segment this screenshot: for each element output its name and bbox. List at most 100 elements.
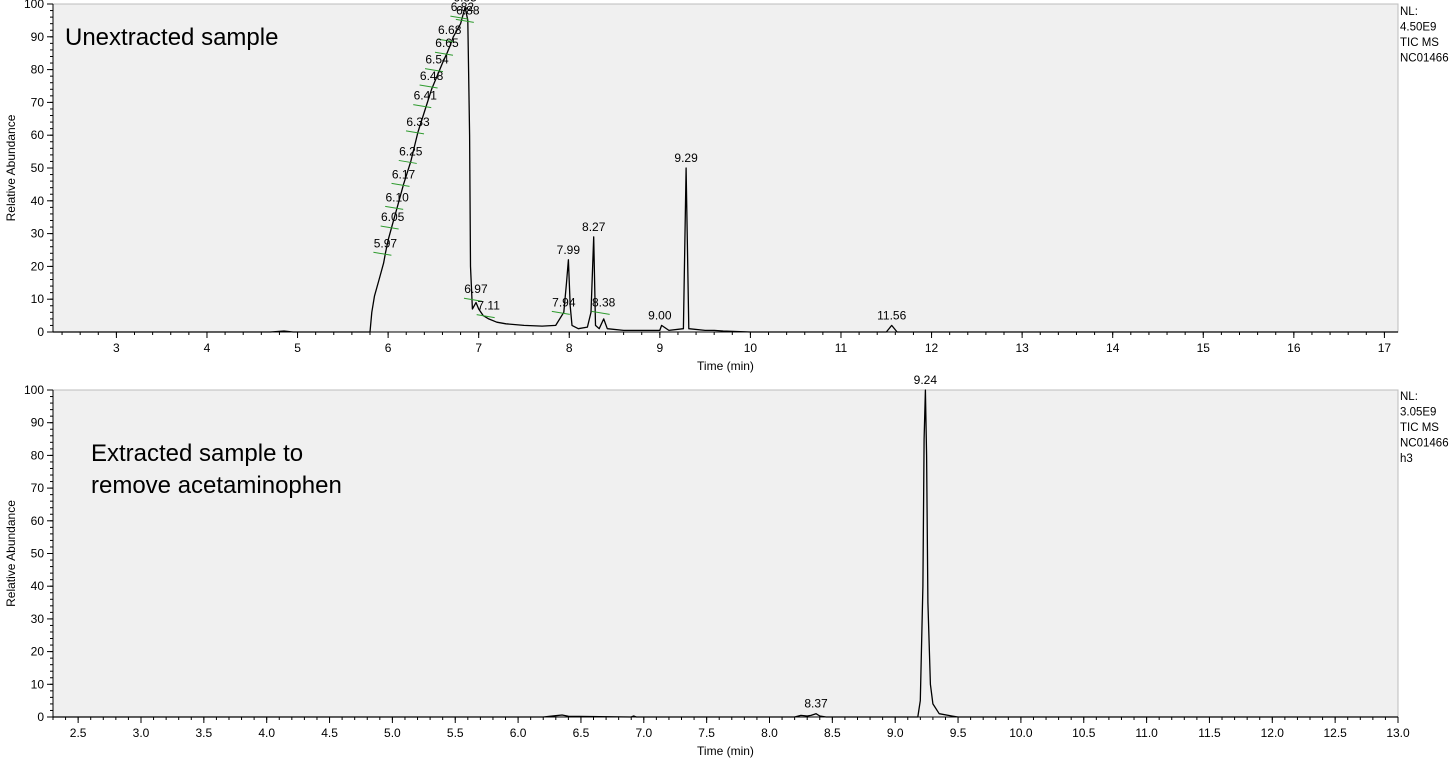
x-tick-label: 3 — [113, 341, 120, 355]
peak-label: 6.05 — [381, 210, 405, 224]
x-tick-label: 6 — [385, 341, 392, 355]
x-tick-label: 4.5 — [321, 726, 338, 740]
chromatogram-unextracted: 3 4 5 6 7 8 9 10 11 12 13 14 15 16 17 0 10 20 30 40 50 60 70 80… — [4, 0, 1449, 373]
x-tick-label: 7.0 — [635, 726, 652, 740]
x-tick-label: 13.0 — [1386, 726, 1410, 740]
x-tick-label: 6.0 — [510, 726, 527, 740]
y-tick-label: 90 — [31, 416, 45, 430]
peak-label: 8.37 — [804, 697, 828, 711]
peak-marker — [551, 310, 570, 315]
normalization-info: NC01466 — [1400, 53, 1449, 65]
y-axis-title: Relative Abundance — [4, 500, 18, 607]
x-tick-label: 11 — [835, 341, 848, 355]
peak-label: 11.56 — [877, 308, 906, 322]
normalization-info: NC01466 — [1400, 438, 1449, 450]
peak-marker — [463, 297, 483, 302]
y-tick-label: 60 — [31, 514, 45, 528]
y-tick-label: 50 — [31, 161, 45, 175]
peak-label: 6.85 — [453, 0, 477, 4]
peak-label: 7.11 — [477, 299, 500, 313]
x-tick-label: 11.5 — [1198, 726, 1221, 740]
x-tick-label: 12.5 — [1323, 726, 1347, 740]
peak-label: 6.48 — [420, 69, 444, 83]
x-tick-label: 3.5 — [195, 726, 212, 740]
peak-marker — [405, 130, 425, 135]
y-tick-label: 10 — [31, 292, 45, 306]
x-tick-label: 8.0 — [761, 726, 778, 740]
y-tick-label: 70 — [31, 95, 45, 109]
normalization-info: TIC MS — [1400, 422, 1439, 434]
y-tick-label: 80 — [31, 63, 45, 77]
peak-label: 5.97 — [374, 236, 398, 250]
x-tick-label: 12 — [925, 341, 939, 355]
peak-marker — [380, 225, 399, 230]
peak-marker — [373, 251, 392, 256]
x-tick-label: 5.5 — [447, 726, 464, 740]
peak-marker — [424, 68, 444, 73]
y-tick-label: 80 — [31, 448, 45, 462]
normalization-info: 3.05E9 — [1400, 407, 1436, 419]
sample-label: Unextracted sample — [65, 24, 278, 51]
peak-label: 6.10 — [385, 190, 409, 204]
x-tick-label: 10.0 — [1009, 726, 1033, 740]
x-tick-label: 6.5 — [573, 726, 590, 740]
peak-label: 9.00 — [648, 308, 672, 322]
x-tick-label: 7 — [475, 341, 482, 355]
normalization-info: NL: — [1400, 6, 1418, 18]
y-tick-label: 20 — [31, 645, 45, 659]
peak-marker — [419, 84, 438, 89]
x-tick-label: 13 — [1015, 341, 1029, 355]
y-tick-label: 10 — [31, 677, 45, 691]
x-tick-label: 17 — [1378, 341, 1392, 355]
normalization-info: TIC MS — [1400, 37, 1439, 49]
y-tick-label: 40 — [31, 579, 45, 593]
peak-marker — [434, 51, 454, 56]
y-tick-label: 20 — [31, 259, 45, 273]
peak-marker — [391, 182, 410, 187]
x-tick-label: 10.5 — [1072, 726, 1096, 740]
y-axis-title: Relative Abundance — [4, 114, 18, 221]
x-tick-label: 9 — [656, 341, 663, 355]
peak-label: 6.41 — [414, 89, 438, 103]
x-axis-title: Time (min) — [697, 744, 754, 758]
x-tick-label: 16 — [1287, 341, 1301, 355]
peak-label: 6.33 — [406, 115, 430, 129]
peak-label: 6.54 — [425, 53, 449, 67]
y-tick-label: 30 — [31, 227, 45, 241]
x-tick-label: 9.0 — [887, 726, 904, 740]
x-tick-label: 7.5 — [698, 726, 715, 740]
sample-label: remove acetaminophen — [91, 472, 342, 499]
peak-marker — [413, 104, 432, 109]
peak-marker — [450, 15, 469, 20]
peak-marker — [591, 310, 610, 315]
peak-marker — [437, 38, 456, 43]
x-tick-label: 8.5 — [824, 726, 841, 740]
y-tick-label: 90 — [31, 30, 45, 44]
normalization-info: h3 — [1400, 453, 1413, 465]
peak-label: 8.27 — [582, 220, 606, 234]
y-tick-label: 60 — [31, 128, 45, 142]
x-tick-label: 9.5 — [950, 726, 967, 740]
peak-label: 7.94 — [552, 295, 576, 309]
y-tick-label: 70 — [31, 481, 45, 495]
peak-label: 9.24 — [914, 373, 938, 387]
x-axis-title: Time (min) — [697, 359, 754, 373]
x-tick-label: 15 — [1197, 341, 1211, 355]
x-tick-label: 14 — [1106, 341, 1120, 355]
plot-area — [52, 389, 1399, 718]
x-tick-label: 12.0 — [1261, 726, 1285, 740]
y-tick-label: 50 — [31, 547, 45, 561]
peak-label: 6.17 — [392, 167, 416, 181]
sample-label: Extracted sample to — [91, 440, 303, 467]
peak-label: 6.97 — [464, 282, 488, 296]
normalization-info: NL: — [1400, 391, 1418, 403]
x-tick-label: 8 — [566, 341, 573, 355]
x-tick-label: 5 — [294, 341, 301, 355]
peak-label: 6.25 — [399, 144, 423, 158]
peak-label: 8.38 — [592, 295, 616, 309]
x-tick-label: 11.0 — [1135, 726, 1158, 740]
peak-marker — [455, 18, 474, 23]
y-tick-label: 0 — [37, 710, 44, 724]
chromatogram-extracted: 2.5 3.0 3.5 4.0 4.5 5.0 5.5 6.0 6.5 7.0 7.5 8.0 8.5 9… — [4, 373, 1449, 758]
